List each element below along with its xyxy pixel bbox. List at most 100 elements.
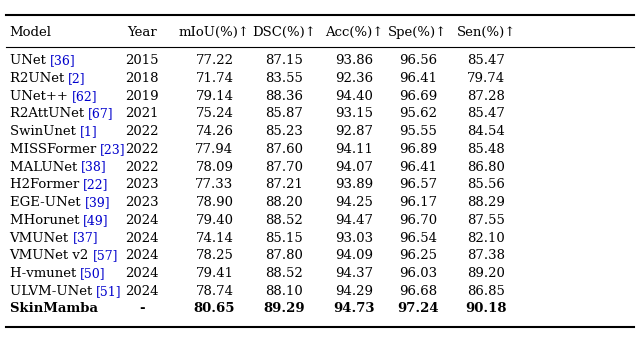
Text: 90.18: 90.18	[466, 302, 507, 315]
Text: EGE-UNet: EGE-UNet	[10, 196, 84, 209]
Text: Sen(%)↑: Sen(%)↑	[457, 26, 516, 39]
Text: [2]: [2]	[68, 72, 86, 85]
Text: 88.20: 88.20	[266, 196, 303, 209]
Text: 87.60: 87.60	[265, 143, 303, 156]
Text: 94.37: 94.37	[335, 267, 373, 280]
Text: [49]: [49]	[83, 214, 109, 227]
Text: 77.22: 77.22	[195, 54, 234, 67]
Text: [23]: [23]	[100, 143, 125, 156]
Text: 94.25: 94.25	[335, 196, 373, 209]
Text: 93.15: 93.15	[335, 107, 373, 120]
Text: 2021: 2021	[125, 107, 159, 120]
Text: 94.09: 94.09	[335, 249, 373, 262]
Text: [67]: [67]	[88, 107, 114, 120]
Text: 94.47: 94.47	[335, 214, 373, 227]
Text: 87.80: 87.80	[265, 249, 303, 262]
Text: 88.10: 88.10	[266, 285, 303, 298]
Text: [62]: [62]	[72, 90, 97, 103]
Text: 96.56: 96.56	[399, 54, 437, 67]
Text: 87.70: 87.70	[265, 161, 303, 174]
Text: 85.15: 85.15	[266, 232, 303, 244]
Text: 85.47: 85.47	[467, 54, 506, 67]
Text: 96.69: 96.69	[399, 90, 437, 103]
Text: 2023: 2023	[125, 196, 159, 209]
Text: H2Former: H2Former	[10, 178, 83, 191]
Text: 87.21: 87.21	[265, 178, 303, 191]
Text: 88.36: 88.36	[265, 90, 303, 103]
Text: 96.41: 96.41	[399, 72, 437, 85]
Text: 82.10: 82.10	[468, 232, 505, 244]
Text: MALUNet: MALUNet	[10, 161, 81, 174]
Text: 96.25: 96.25	[399, 249, 437, 262]
Text: 86.80: 86.80	[467, 161, 506, 174]
Text: SkinMamba: SkinMamba	[10, 302, 102, 315]
Text: 79.74: 79.74	[467, 72, 506, 85]
Text: Model: Model	[10, 26, 52, 39]
Text: 97.24: 97.24	[397, 302, 439, 315]
Text: 94.29: 94.29	[335, 285, 373, 298]
Text: 80.65: 80.65	[194, 302, 235, 315]
Text: 89.29: 89.29	[263, 302, 305, 315]
Text: [1]: [1]	[80, 125, 97, 138]
Text: 96.70: 96.70	[399, 214, 437, 227]
Text: 83.55: 83.55	[265, 72, 303, 85]
Text: [38]: [38]	[81, 161, 107, 174]
Text: 77.33: 77.33	[195, 178, 234, 191]
Text: VMUNet: VMUNet	[10, 232, 73, 244]
Text: 2023: 2023	[125, 178, 159, 191]
Text: 94.73: 94.73	[333, 302, 374, 315]
Text: 79.40: 79.40	[195, 214, 234, 227]
Text: VMUNet v2: VMUNet v2	[10, 249, 93, 262]
Text: UNet++: UNet++	[10, 90, 72, 103]
Text: Year: Year	[127, 26, 157, 39]
Text: [50]: [50]	[80, 267, 106, 280]
Text: 96.17: 96.17	[399, 196, 437, 209]
Text: Spe(%)↑: Spe(%)↑	[388, 26, 447, 39]
Text: 2024: 2024	[125, 232, 159, 244]
Text: 85.48: 85.48	[468, 143, 505, 156]
Text: [57]: [57]	[93, 249, 118, 262]
Text: 88.29: 88.29	[467, 196, 506, 209]
Text: 74.14: 74.14	[195, 232, 234, 244]
Text: 2022: 2022	[125, 125, 159, 138]
Text: 78.90: 78.90	[195, 196, 234, 209]
Text: R2AttUNet: R2AttUNet	[10, 107, 88, 120]
Text: 79.14: 79.14	[195, 90, 234, 103]
Text: [36]: [36]	[50, 54, 76, 67]
Text: 92.36: 92.36	[335, 72, 373, 85]
Text: [51]: [51]	[96, 285, 122, 298]
Text: 78.74: 78.74	[195, 285, 234, 298]
Text: Acc(%)↑: Acc(%)↑	[324, 26, 383, 39]
Text: 96.57: 96.57	[399, 178, 437, 191]
Text: 88.52: 88.52	[266, 267, 303, 280]
Text: UNet: UNet	[10, 54, 50, 67]
Text: 95.62: 95.62	[399, 107, 437, 120]
Text: 75.24: 75.24	[195, 107, 234, 120]
Text: ULVM-UNet: ULVM-UNet	[10, 285, 96, 298]
Text: 94.40: 94.40	[335, 90, 373, 103]
Text: 84.54: 84.54	[468, 125, 505, 138]
Text: 92.87: 92.87	[335, 125, 373, 138]
Text: 2018: 2018	[125, 72, 159, 85]
Text: 88.52: 88.52	[266, 214, 303, 227]
Text: 85.56: 85.56	[467, 178, 506, 191]
Text: 2024: 2024	[125, 249, 159, 262]
Text: 2019: 2019	[125, 90, 159, 103]
Text: 2024: 2024	[125, 267, 159, 280]
Text: 94.11: 94.11	[335, 143, 373, 156]
Text: 96.54: 96.54	[399, 232, 437, 244]
Text: 93.89: 93.89	[335, 178, 373, 191]
Text: 85.47: 85.47	[467, 107, 506, 120]
Text: 78.09: 78.09	[195, 161, 234, 174]
Text: [22]: [22]	[83, 178, 109, 191]
Text: 87.15: 87.15	[265, 54, 303, 67]
Text: 87.28: 87.28	[467, 90, 506, 103]
Text: DSC(%)↑: DSC(%)↑	[252, 26, 316, 39]
Text: 2015: 2015	[125, 54, 159, 67]
Text: 2022: 2022	[125, 143, 159, 156]
Text: 2022: 2022	[125, 161, 159, 174]
Text: 78.25: 78.25	[195, 249, 234, 262]
Text: 87.55: 87.55	[467, 214, 506, 227]
Text: 93.03: 93.03	[335, 232, 373, 244]
Text: 2024: 2024	[125, 214, 159, 227]
